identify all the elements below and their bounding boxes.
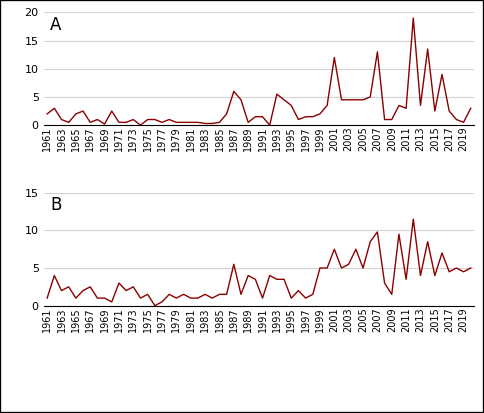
Text: A: A [50,16,61,34]
Text: B: B [50,196,61,214]
